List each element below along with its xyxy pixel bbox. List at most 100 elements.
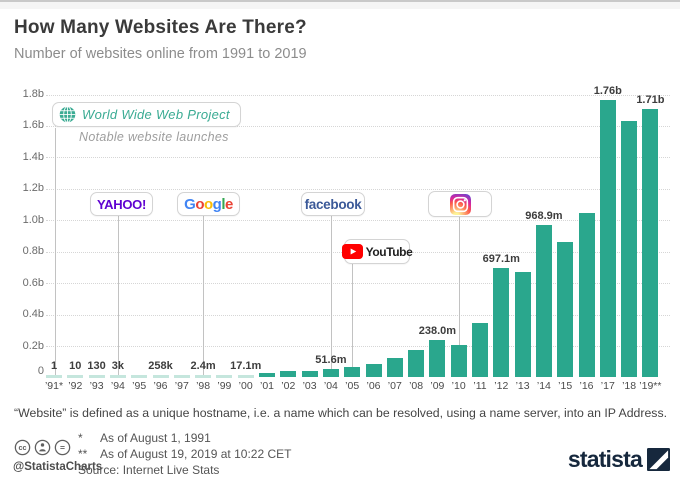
x-tick-label: ’95 xyxy=(132,380,147,392)
cc-icon: cc xyxy=(14,439,31,456)
x-tick-label: ’99 xyxy=(217,380,232,392)
y-tick-label: 1.6b xyxy=(22,119,44,132)
x-tick-label: ’96 xyxy=(153,380,168,392)
bar-08 xyxy=(408,350,425,378)
bar-value-label: 1.76b xyxy=(593,84,622,97)
statista-wordmark: statista xyxy=(567,446,643,472)
youtube-logo-text: YouTube xyxy=(365,244,413,259)
x-tick-label: ’05 xyxy=(345,380,360,392)
statista-logo-icon xyxy=(647,448,670,471)
annotation-leader-line-heading xyxy=(55,128,56,375)
bar-07 xyxy=(386,358,403,378)
x-tick-label: ’93 xyxy=(89,380,104,392)
bar-17 xyxy=(599,99,616,378)
bar-00 xyxy=(237,375,254,378)
gridline xyxy=(46,346,670,348)
x-tick-label: ’00 xyxy=(238,380,253,392)
cc-nd-icon: = xyxy=(54,439,71,456)
x-tick-label: ’11 xyxy=(473,380,487,392)
y-tick-label: 1.2b xyxy=(22,182,44,195)
bar-95 xyxy=(131,375,148,378)
annotation-leader-line-google xyxy=(203,216,205,375)
bar-value-label: 51.6m xyxy=(315,354,347,367)
annotation-subheading: Notable website launches xyxy=(79,130,229,144)
annotation-leader-line-facebook xyxy=(330,216,332,370)
youtube-play-icon xyxy=(341,244,363,259)
footnote-1: * As of August 1, 1991 xyxy=(78,431,211,445)
x-tick-label: ’97 xyxy=(174,380,189,392)
globe-icon xyxy=(59,106,76,123)
annotation-google-badge: Google xyxy=(177,192,240,216)
gridline xyxy=(46,283,670,285)
annotation-leader-line-yahoo xyxy=(117,216,119,375)
annotation-youtube-badge: YouTube xyxy=(341,239,413,264)
bar-99 xyxy=(216,375,233,378)
bar-value-label: 238.0m xyxy=(418,325,457,338)
x-tick-label: ’94 xyxy=(110,380,125,392)
bar-value-label: 258k xyxy=(148,360,173,372)
x-tick-label: ’14 xyxy=(536,380,551,392)
x-tick-label: ’98 xyxy=(196,380,211,392)
bar-96 xyxy=(152,375,169,378)
footnote-2: ** As of August 19, 2019 at 10:22 CET xyxy=(78,447,292,461)
bar-01 xyxy=(259,372,275,378)
y-tick-label: 0 xyxy=(37,364,44,377)
bar-10 xyxy=(450,344,467,378)
bar-97 xyxy=(173,375,190,378)
x-tick-label: ’13 xyxy=(515,380,530,392)
bar-92 xyxy=(67,375,84,378)
x-tick-label: ’02 xyxy=(281,380,296,392)
y-tick-label: 0.4b xyxy=(22,308,44,321)
bar-02 xyxy=(280,371,297,378)
instagram-icon xyxy=(449,193,471,215)
google-logo: Google xyxy=(184,195,233,213)
bar-09 xyxy=(429,340,446,378)
annotation-www-project-badge: World Wide Web Project xyxy=(52,102,241,127)
yahoo-logo: YAHOO! xyxy=(96,196,146,212)
y-tick-label: 0.6b xyxy=(22,276,44,289)
x-tick-label: ’92 xyxy=(68,380,83,392)
y-tick-label: 0.2b xyxy=(22,339,44,352)
credit-handle: @StatistaCharts xyxy=(13,461,103,473)
bar-12 xyxy=(493,267,510,378)
gridline xyxy=(46,220,670,222)
footnotes-block: * As of August 1, 1991 ** As of August 1… xyxy=(78,430,291,478)
x-tick-label: ’08 xyxy=(409,380,424,392)
annotation-heading-label: World Wide Web Project xyxy=(82,107,230,122)
bar-11 xyxy=(472,323,488,378)
x-tick-label: ’04 xyxy=(323,380,338,392)
annotation-instagram-badge xyxy=(428,191,492,217)
chart-subtitle: Number of websites online from 1991 to 2… xyxy=(14,46,307,62)
x-tick-label: ’06 xyxy=(366,380,381,392)
cc-by-icon xyxy=(34,439,51,456)
bar-value-label: 17.1m xyxy=(230,360,262,372)
bar-98 xyxy=(195,375,212,378)
gridline xyxy=(46,94,670,96)
x-tick-label: ’10 xyxy=(451,380,466,392)
bar-value-label: 2.4m xyxy=(190,360,216,372)
annotation-leader-line-instagram xyxy=(458,217,460,345)
facebook-logo: facebook xyxy=(304,196,362,212)
bar-16 xyxy=(578,213,595,378)
y-tick-label: 1.8b xyxy=(22,88,44,100)
x-tick-label: ’17 xyxy=(600,380,615,392)
bar-value-label: 968.9m xyxy=(525,210,563,223)
definition-note: “Website” is defined as a unique hostnam… xyxy=(14,406,668,420)
annotation-leader-line-youtube xyxy=(352,264,354,368)
bar-19 xyxy=(642,108,659,378)
bar-value-label: 1 xyxy=(50,360,58,372)
bar-18 xyxy=(621,121,638,378)
bar-value-label: 3k xyxy=(111,360,125,372)
bar-03 xyxy=(301,371,318,378)
y-tick-label: 1.4b xyxy=(22,150,44,163)
y-tick-label: 0.8b xyxy=(22,245,44,258)
x-tick-label: ’03 xyxy=(302,380,317,392)
bar-value-label: 1.71b xyxy=(636,93,665,106)
gridline xyxy=(46,157,670,159)
gridline xyxy=(46,314,670,316)
bar-04 xyxy=(322,369,339,378)
bar-value-label: 130 xyxy=(87,360,106,372)
y-tick-label: 1.0b xyxy=(22,213,44,226)
